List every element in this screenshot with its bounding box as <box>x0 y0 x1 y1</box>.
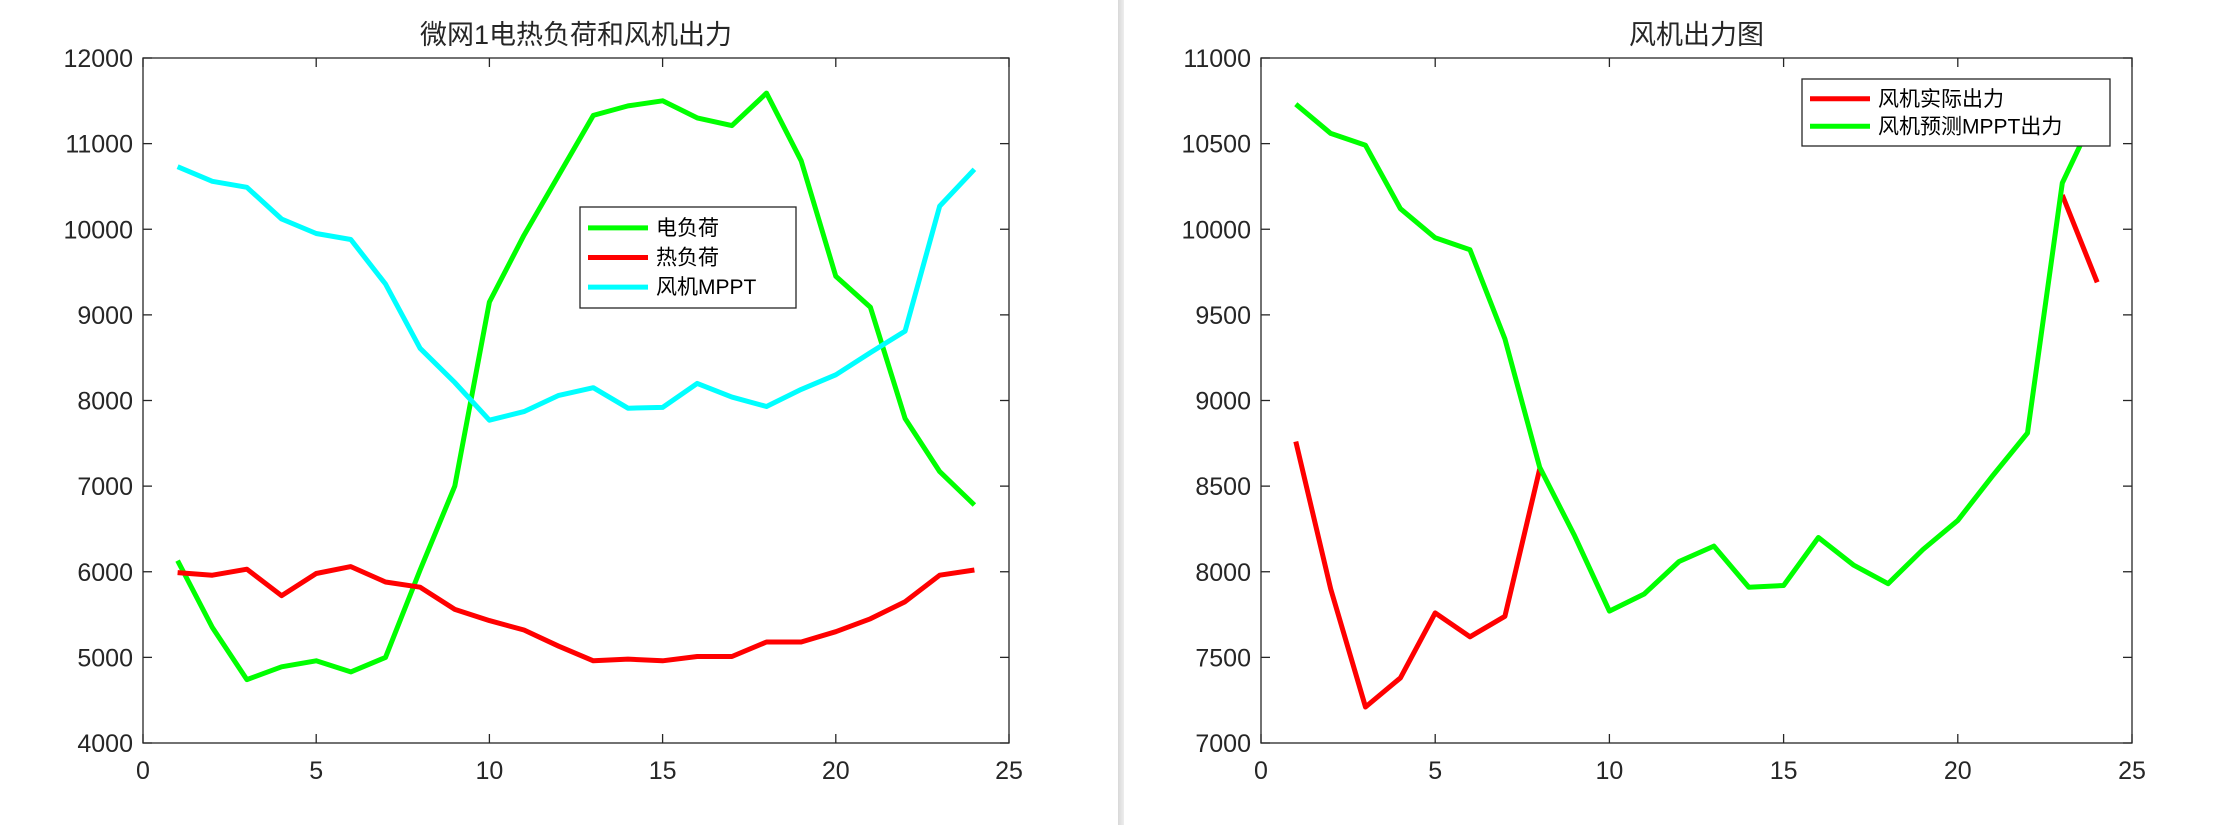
y-tick-label: 11000 <box>65 131 133 159</box>
series-line-2 <box>176 164 977 423</box>
plot-area <box>142 57 1010 744</box>
x-tick-label: 20 <box>822 757 850 785</box>
y-tick-label: 6000 <box>77 559 133 587</box>
left-figure-panel: 微网1电热负荷和风机出力 0 5 10 15 20 25 4000 5000 6000 7000 80… <box>63 20 1023 785</box>
series-line-0 <box>1293 194 2100 710</box>
legend-box <box>1801 78 2111 147</box>
y-tick-label: 10000 <box>1181 216 1251 244</box>
x-tick-label: 5 <box>309 757 323 785</box>
y-tick-label: 9500 <box>1195 302 1251 330</box>
x-tick-label: 15 <box>649 757 677 785</box>
y-tick-label: 5000 <box>77 644 133 672</box>
y-tick-label: 8000 <box>1195 559 1251 587</box>
chart-title: 风机出力图 <box>1629 20 1764 50</box>
legend-label: 风机实际出力 <box>1878 88 2004 111</box>
chart-electric-heat-load-wind: 微网1电热负荷和风机出力 0 5 10 15 20 25 4000 5000 6000 7000 80… <box>63 20 1023 785</box>
series-line-1 <box>177 564 975 664</box>
y-tick-label: 10000 <box>63 216 133 244</box>
legend-label: 风机MPPT <box>656 276 757 299</box>
y-tick-label: 10500 <box>1181 131 1251 159</box>
y-tick-label: 8500 <box>1195 473 1251 501</box>
y-tick-label: 7000 <box>77 473 133 501</box>
y-tick-label: 11000 <box>1183 45 1251 73</box>
series-line-1 <box>1294 102 2100 614</box>
x-tick-label: 10 <box>1595 757 1623 785</box>
chart-wind-output: 风机出力图 0 5 10 15 20 25 7000 7500 8000 8500 9000 9500 1… <box>1181 20 2146 785</box>
y-tick-label: 12000 <box>63 45 133 73</box>
x-tick-label: 0 <box>1254 757 1268 785</box>
x-tick-label: 5 <box>1428 757 1442 785</box>
right-figure-panel: 风机出力图 0 5 10 15 20 25 7000 7500 8000 8500 9000 9500 1… <box>1124 0 2234 825</box>
y-tick-label: 9000 <box>1195 388 1251 416</box>
x-tick-label: 10 <box>475 757 503 785</box>
x-tick-label: 20 <box>1944 757 1972 785</box>
legend-label: 热负荷 <box>656 247 719 270</box>
y-tick-label: 7000 <box>1195 730 1251 758</box>
x-tick-label: 25 <box>995 757 1023 785</box>
legend-label: 风机预测MPPT出力 <box>1878 115 2062 138</box>
chart-title: 微网1电热负荷和风机出力 <box>420 20 732 50</box>
y-tick-label: 9000 <box>77 302 133 330</box>
series-line-0 <box>175 90 977 683</box>
figure-divider <box>1118 0 1124 825</box>
y-tick-label: 8000 <box>77 388 133 416</box>
x-tick-label: 15 <box>1770 757 1798 785</box>
y-tick-label: 7500 <box>1195 644 1251 672</box>
y-tick-label: 4000 <box>77 730 133 758</box>
x-tick-label: 0 <box>136 757 150 785</box>
plot-area <box>1260 57 2133 744</box>
x-tick-label: 25 <box>2118 757 2146 785</box>
legend-label: 电负荷 <box>656 217 719 240</box>
